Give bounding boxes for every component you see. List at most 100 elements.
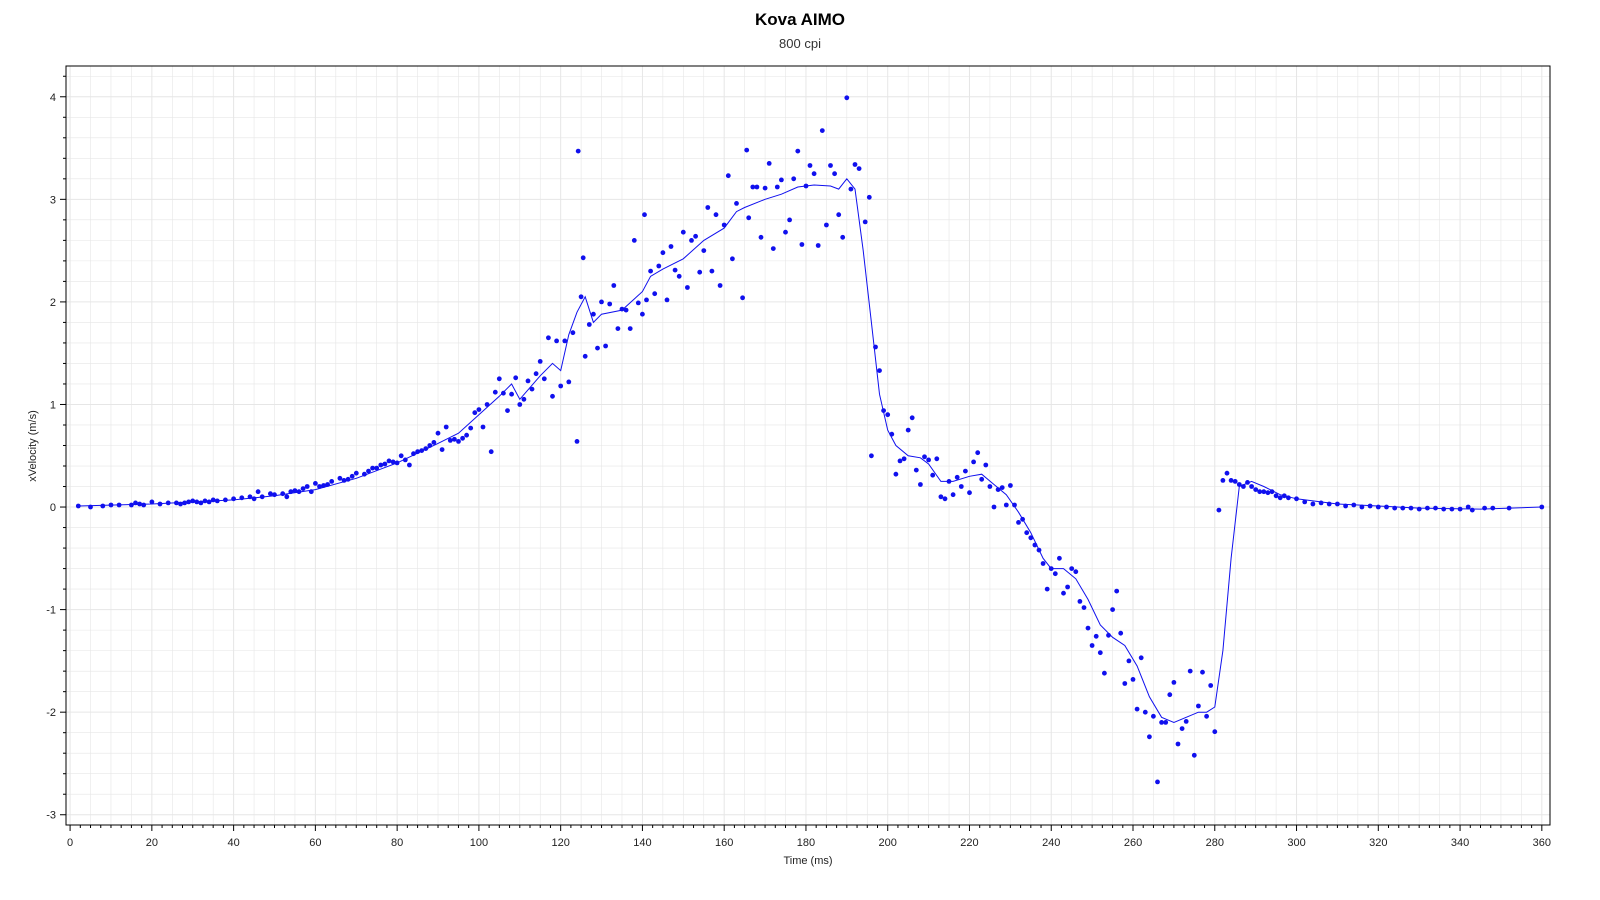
data-point <box>374 465 380 471</box>
data-point <box>999 485 1005 490</box>
data-point <box>550 393 555 399</box>
data-point <box>1433 505 1438 511</box>
data-point <box>214 498 220 504</box>
data-point <box>1179 726 1185 731</box>
data-point <box>926 457 931 463</box>
data-point <box>1126 658 1132 664</box>
data-point <box>922 454 927 460</box>
data-point <box>1114 588 1120 594</box>
data-point <box>676 273 682 279</box>
data-point <box>979 476 985 482</box>
data-point <box>321 483 326 488</box>
data-point <box>1310 501 1316 507</box>
data-point <box>390 459 396 465</box>
data-point <box>725 173 731 179</box>
y-tick-label: 4 <box>50 92 56 104</box>
y-axis-title: xVelocity (m/s) <box>27 410 39 482</box>
data-point <box>537 359 543 364</box>
data-point <box>595 345 600 351</box>
data-point <box>1142 709 1148 715</box>
data-point <box>642 212 647 218</box>
data-point <box>958 484 964 489</box>
data-point <box>268 491 273 497</box>
data-point <box>648 268 653 274</box>
data-point <box>394 460 400 466</box>
data-point <box>194 499 200 505</box>
data-point <box>1003 502 1009 508</box>
data-point <box>447 438 453 443</box>
data-point <box>1159 720 1164 725</box>
x-tick-label: 0 <box>67 837 73 849</box>
data-point <box>840 234 846 240</box>
data-point <box>885 412 891 418</box>
data-point <box>1008 483 1013 488</box>
data-point <box>995 487 1001 492</box>
data-point <box>492 389 498 395</box>
data-point <box>1085 625 1091 631</box>
data-point <box>419 448 425 453</box>
data-point <box>1281 493 1287 499</box>
data-point <box>382 461 388 467</box>
data-point <box>435 430 441 436</box>
line-layer <box>78 177 1542 723</box>
data-point <box>182 500 188 506</box>
data-point <box>129 502 134 508</box>
data-point <box>954 474 960 480</box>
data-point <box>415 449 420 455</box>
data-point <box>991 504 997 510</box>
data-point <box>909 415 915 421</box>
data-point <box>918 482 923 487</box>
data-point <box>975 450 981 456</box>
data-point <box>1228 478 1234 483</box>
data-point <box>697 269 703 275</box>
data-point <box>198 500 204 506</box>
data-point <box>779 177 784 183</box>
data-point <box>1318 500 1324 506</box>
data-point <box>807 163 813 168</box>
data-point <box>288 489 294 495</box>
data-point <box>582 353 588 359</box>
x-tick-label: 80 <box>391 837 403 849</box>
data-point <box>1073 569 1079 575</box>
data-point <box>668 244 674 249</box>
data-point <box>946 479 952 484</box>
data-point <box>828 163 833 168</box>
data-point <box>1200 669 1205 675</box>
data-point <box>656 263 662 269</box>
data-point <box>950 492 956 498</box>
data-point <box>210 497 216 503</box>
data-point <box>427 443 433 448</box>
data-point <box>1024 530 1030 536</box>
data-point <box>783 229 788 235</box>
data-point <box>1167 692 1173 698</box>
data-point <box>869 453 874 459</box>
data-point <box>758 234 764 240</box>
data-point <box>137 501 143 507</box>
data-point <box>1089 643 1095 648</box>
data-point <box>1036 547 1042 553</box>
data-point <box>1102 670 1107 676</box>
data-point <box>701 248 707 254</box>
data-point <box>1012 502 1017 508</box>
data-point <box>717 283 723 288</box>
data-point <box>1375 504 1381 510</box>
y-tick-label: 0 <box>50 502 56 514</box>
data-point <box>1151 713 1156 719</box>
data-point <box>689 238 694 243</box>
data-point <box>366 468 371 474</box>
data-point <box>1032 542 1038 548</box>
data-point <box>1048 566 1054 571</box>
data-point <box>1216 507 1222 513</box>
data-point <box>1196 703 1201 709</box>
data-point <box>541 376 547 382</box>
data-point <box>815 243 821 248</box>
data-point <box>774 184 780 190</box>
data-point <box>803 183 809 189</box>
data-point <box>754 184 760 190</box>
data-point <box>640 311 645 317</box>
data-point <box>844 95 850 101</box>
data-point <box>1277 495 1283 501</box>
data-point <box>905 427 911 433</box>
y-tick-label: 3 <box>50 194 56 206</box>
